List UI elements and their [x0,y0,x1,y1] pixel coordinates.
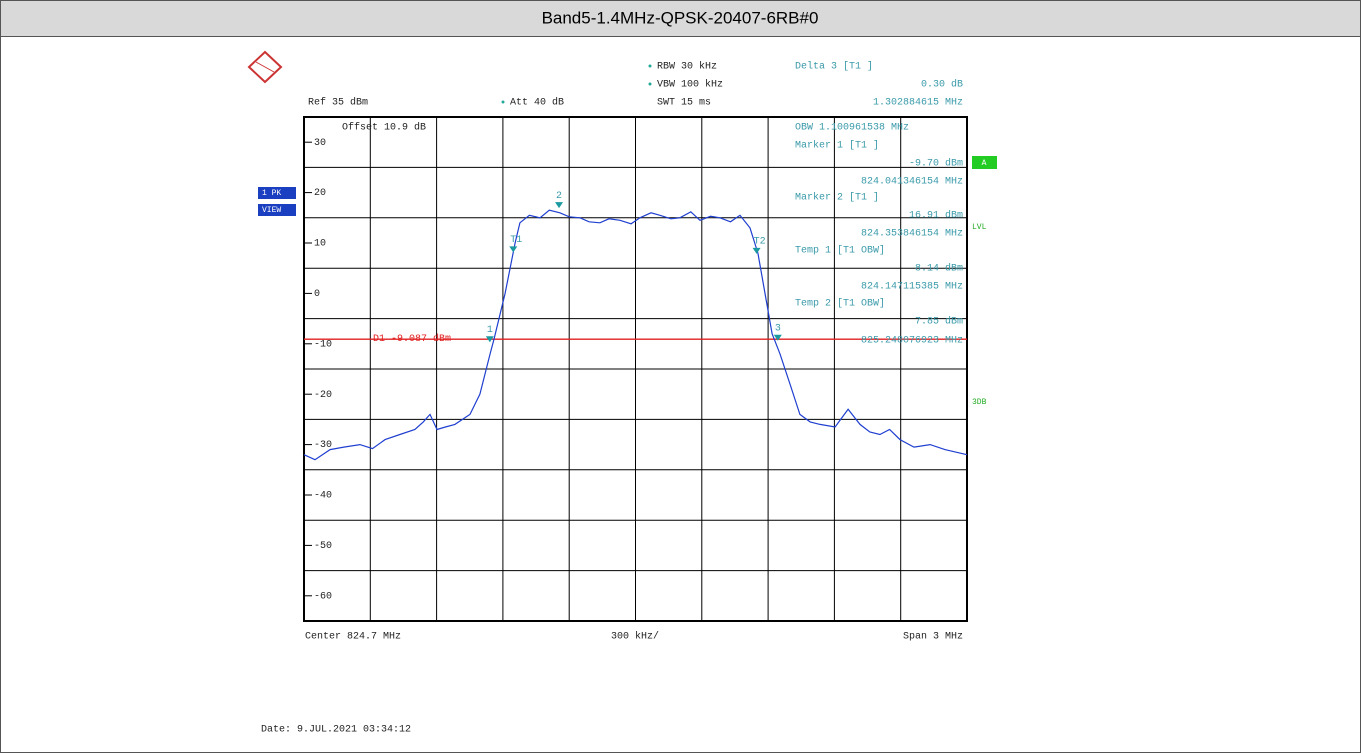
trace [303,209,968,461]
readout: 7.85 dBm [915,316,963,328]
y-tick-label: -40 [314,491,332,502]
y-tick-label: -50 [314,541,332,552]
marker-label: 2 [556,191,562,202]
y-tick-label: 10 [314,239,326,250]
readout: 1.302884615 MHz [873,98,963,109]
y-tick-label: 20 [314,188,326,199]
center: Center 824.7 MHz [305,632,401,643]
y-tick-label: 30 [314,138,326,149]
att: Att 40 dB [510,97,564,109]
ref: Ref 35 dBm [308,97,368,109]
readout: 0.30 dB [921,79,963,91]
marker [555,202,564,209]
marker-label: 3 [775,323,781,334]
marker-label: T1 [510,235,522,246]
marker-label: 1 [487,325,493,336]
div: 300 kHz/ [611,631,659,643]
offset: Offset 10.9 dB [342,122,426,134]
view-box [258,204,296,216]
readout: Temp 1 [T1 OBW] [795,245,885,257]
readout: -9.70 dBm [909,158,963,170]
a-label: A [982,159,987,168]
display-line-label: D1 -9.087 dBm [373,333,451,345]
readout: Marker 2 [T1 ] [795,192,879,204]
star-marks [501,64,652,104]
trace-label: 1 PK [262,189,281,198]
readout: 8.14 dBm [915,263,963,275]
readout: Marker 1 [T1 ] [795,140,879,152]
readout: 825.248076923 MHz [861,336,963,347]
title-bar [0,0,1361,37]
db: 3DB [972,398,987,407]
span: Span 3 MHz [903,632,963,643]
readout: 824.353846154 MHz [861,229,963,240]
view-label: VIEW [262,206,281,215]
marker [509,246,518,253]
readout: 16.91 dBm [909,210,963,222]
lvl: LVL [972,223,987,232]
title: Band5-1.4MHz-QPSK-20407-6RB#0 [542,8,819,27]
y-tick-label: -60 [314,591,332,602]
rbw: RBW 30 kHz [657,61,717,73]
y-tick-label: -30 [314,440,332,451]
y-tick-label: 0 [314,289,320,300]
marker [485,336,494,343]
marker [773,334,782,341]
grid [304,117,967,621]
readout: 824.147115385 MHz [861,282,963,293]
readout: OBW 1.100961538 MHz [795,123,909,134]
readout: Delta 3 [T1 ] [795,61,873,73]
a-box [972,156,997,169]
marker-label: T2 [754,236,766,247]
vbw: VBW 100 kHz [657,79,723,91]
y-tick-label: -20 [314,390,332,401]
logo [247,50,283,84]
date: Date: 9.JUL.2021 03:34:12 [261,725,411,736]
trace-box [258,187,296,199]
readout: 824.041346154 MHz [861,177,963,188]
y-tick-label: -10 [314,339,332,350]
marker [752,247,761,254]
readout: Temp 2 [T1 OBW] [795,298,885,310]
swt: SWT 15 ms [657,98,711,109]
